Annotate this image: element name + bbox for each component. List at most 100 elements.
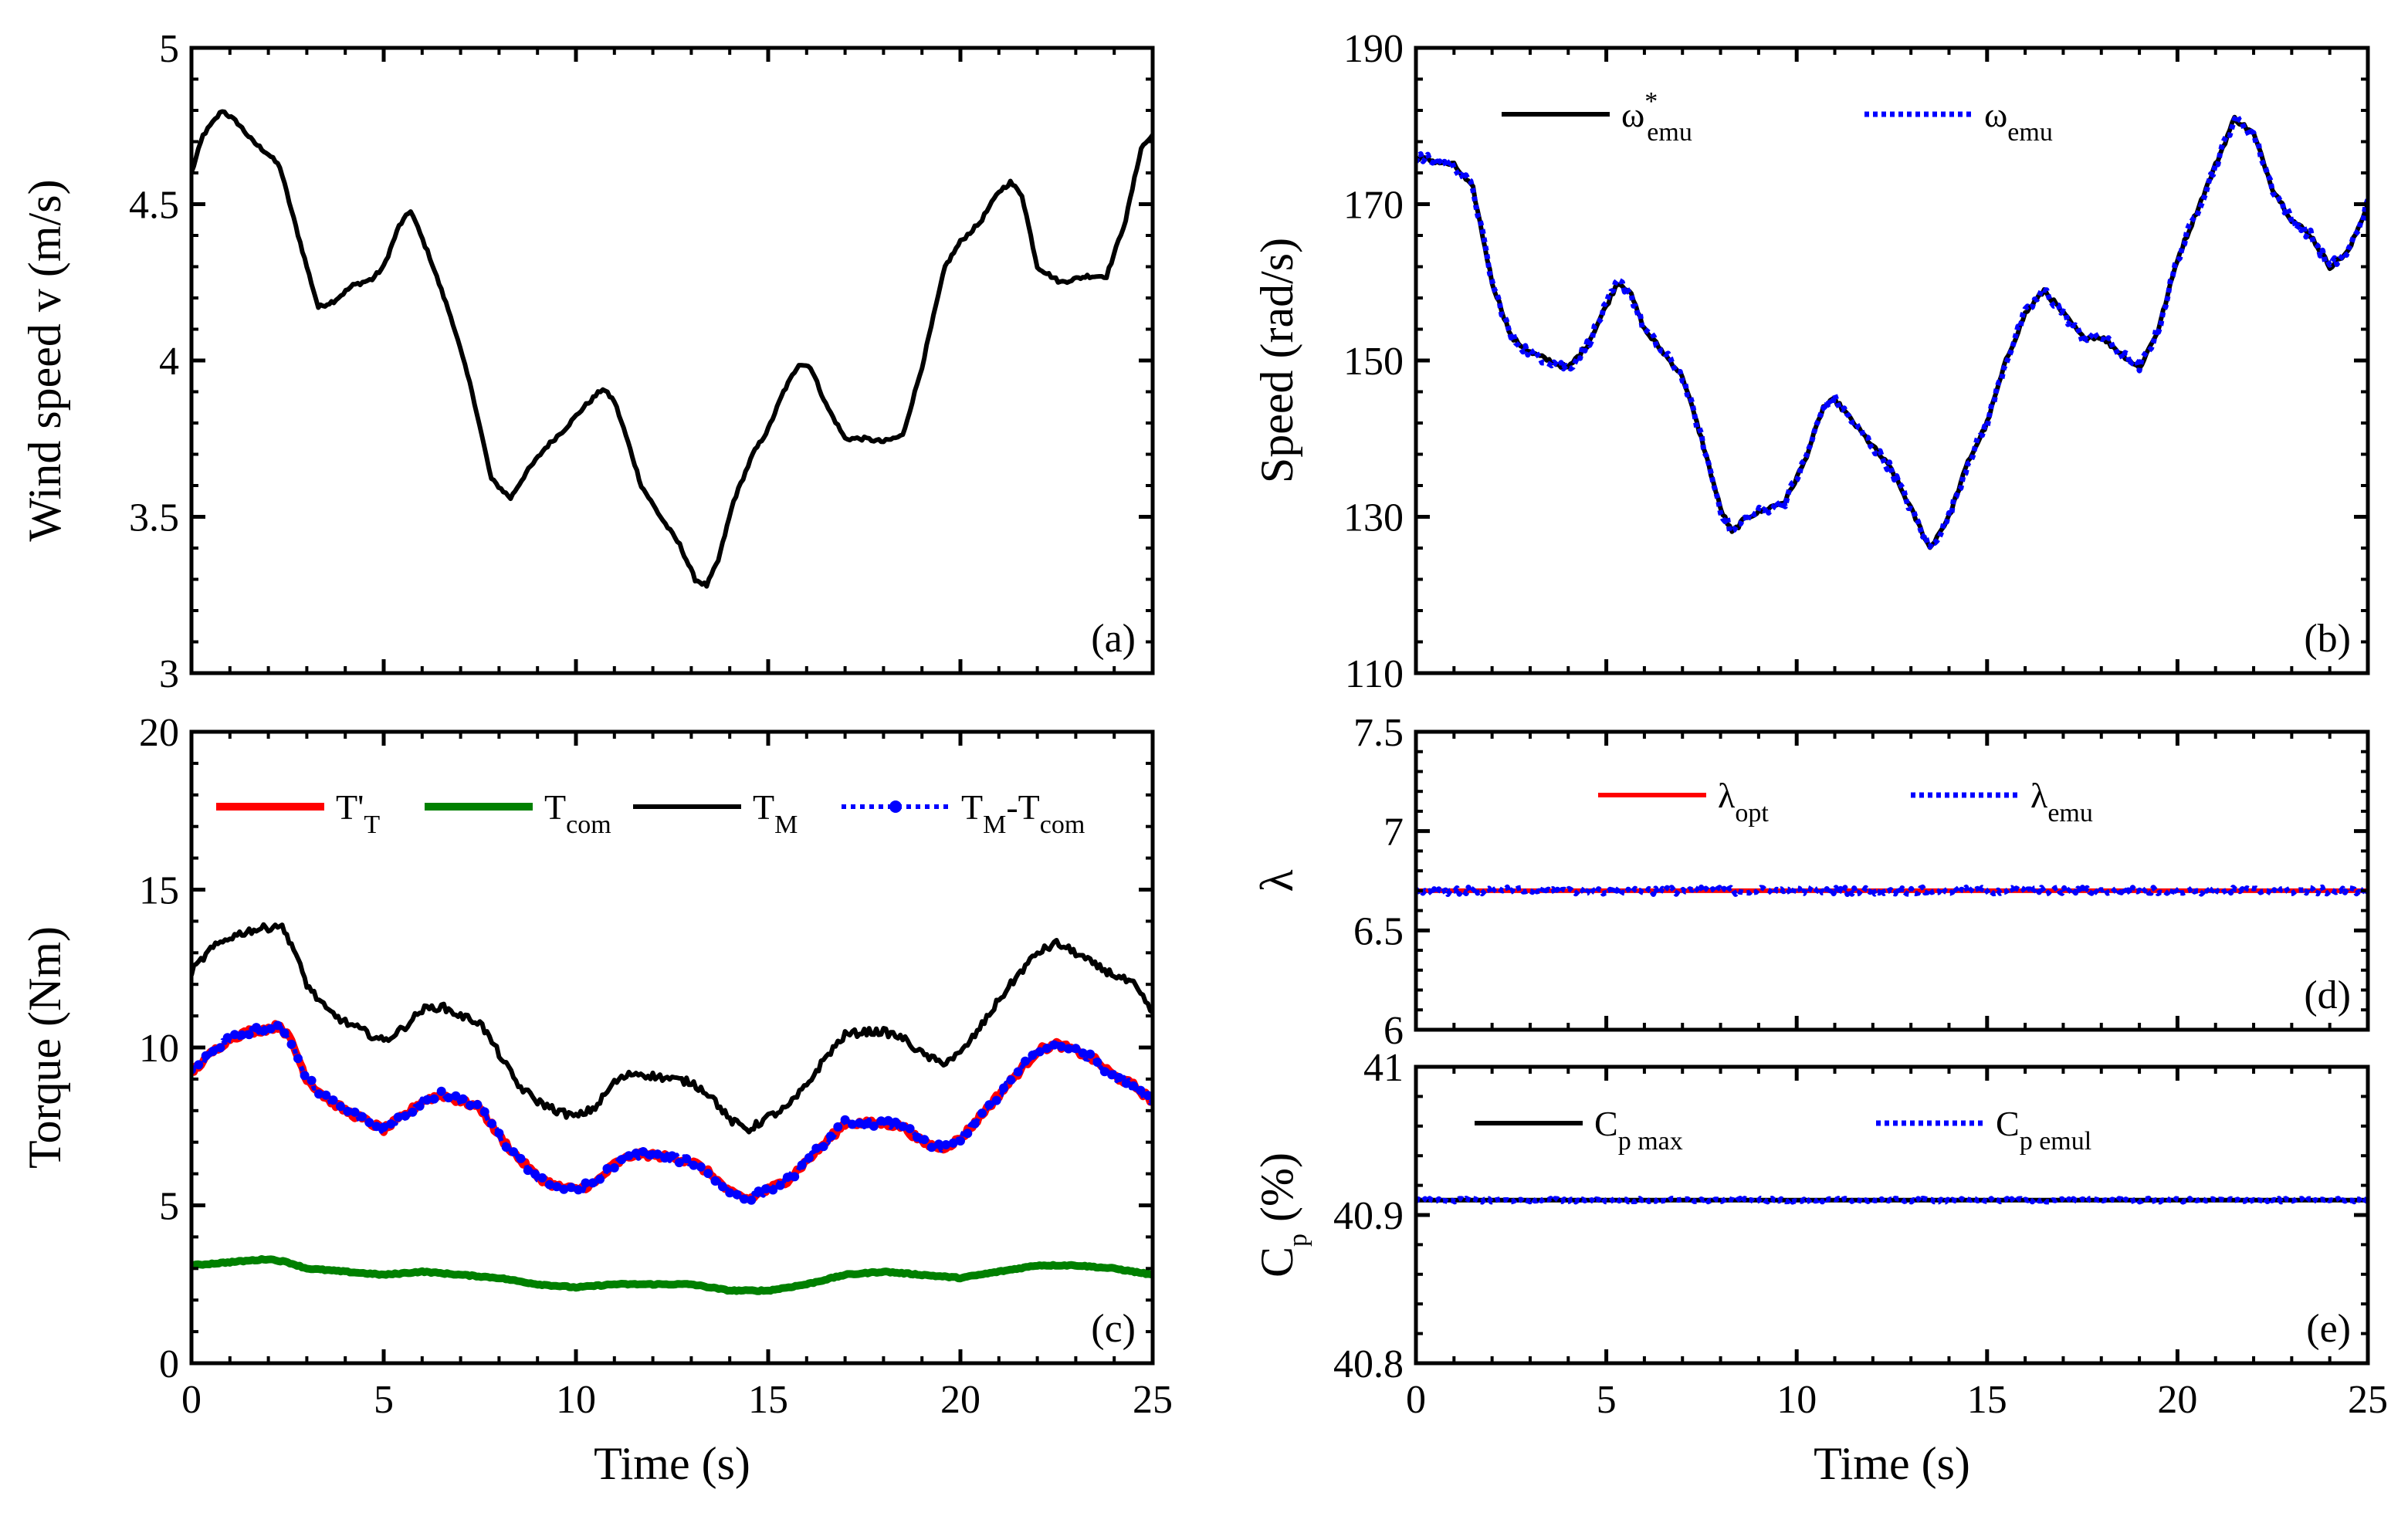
x-tick-label: 0 xyxy=(181,1378,202,1422)
series-marker xyxy=(194,1060,204,1070)
series-marker xyxy=(926,1142,936,1152)
series-marker xyxy=(429,1094,439,1104)
series-marker xyxy=(1013,1067,1023,1077)
series-marker xyxy=(1136,1085,1146,1095)
series-marker xyxy=(739,1194,749,1204)
series-marker xyxy=(855,1118,865,1128)
series-marker xyxy=(1021,1056,1030,1066)
panel-d: 6 6.5 7 7.5 λ (d) λopt λemu xyxy=(1251,711,2370,1053)
series-marker xyxy=(840,1115,850,1125)
series-marker xyxy=(1107,1070,1117,1080)
series-marker xyxy=(466,1100,475,1110)
y-tick-label: 5 xyxy=(159,1185,179,1229)
series-marker xyxy=(674,1158,684,1168)
y-tick-label: 3 xyxy=(159,652,179,696)
series-marker xyxy=(624,1151,634,1161)
series-marker xyxy=(357,1112,367,1122)
series-marker xyxy=(1143,1091,1153,1101)
series-marker xyxy=(328,1095,338,1105)
series-marker xyxy=(775,1180,785,1190)
series-marker xyxy=(379,1122,388,1132)
series-marker xyxy=(1078,1048,1088,1058)
series-marker xyxy=(1028,1051,1038,1060)
x-tick-label: 5 xyxy=(374,1378,394,1422)
series-marker xyxy=(422,1095,432,1105)
series-marker xyxy=(494,1129,504,1138)
series-marker xyxy=(1056,1041,1066,1051)
series-marker xyxy=(811,1143,821,1153)
y-tick-label: 41 xyxy=(1363,1046,1404,1090)
series-marker xyxy=(631,1149,641,1158)
x-tick-label: 20 xyxy=(940,1378,980,1422)
series-marker xyxy=(804,1152,814,1163)
series-marker xyxy=(530,1169,540,1179)
series-marker xyxy=(941,1140,951,1149)
panel-c: 0 5 10 15 20 0 5 10 15 20 25 Time (s) Torque (Nm) (c)… xyxy=(19,711,1173,1489)
series-marker xyxy=(1099,1067,1109,1077)
series-group xyxy=(191,922,1153,1295)
series-marker xyxy=(472,1100,483,1109)
y-tick-label: 20 xyxy=(139,711,179,755)
series-marker xyxy=(444,1093,453,1103)
y-axis-label: Cp (%) xyxy=(1251,1152,1312,1278)
series-marker xyxy=(286,1039,296,1049)
series-marker xyxy=(215,1043,225,1053)
panel-label: (a) xyxy=(1091,617,1136,661)
y-axis-label: Wind speed v (m/s) xyxy=(19,179,70,541)
series-marker xyxy=(833,1122,843,1132)
series-marker xyxy=(790,1172,800,1182)
legend: T'T Tcom TM TM-Tcom xyxy=(216,787,1085,839)
series-line-c-1 xyxy=(191,1255,1153,1295)
series-marker xyxy=(782,1173,792,1183)
y-axis-label: Speed (rad/s) xyxy=(1251,238,1302,483)
series-marker xyxy=(645,1150,655,1160)
y-tick-label: 0 xyxy=(159,1342,179,1386)
legend: Cp max Cp emul xyxy=(1475,1104,2091,1156)
series-marker xyxy=(999,1083,1008,1093)
series-marker xyxy=(350,1107,360,1117)
legend-label: TM xyxy=(753,787,798,839)
y-tick-label: 7 xyxy=(1383,811,1404,855)
series-marker xyxy=(1042,1044,1052,1053)
series-marker xyxy=(760,1184,770,1194)
series-marker xyxy=(1121,1078,1131,1088)
series-line-b-1 xyxy=(1416,112,2368,550)
series-marker xyxy=(609,1163,619,1173)
series-marker xyxy=(920,1135,930,1145)
x-tick-label: 15 xyxy=(1967,1378,2007,1422)
series-marker xyxy=(948,1138,958,1148)
series-marker xyxy=(862,1119,872,1129)
series-line-c-2 xyxy=(191,922,1153,1135)
series-marker xyxy=(876,1116,886,1126)
legend-label: λopt xyxy=(1718,776,1769,827)
x-tick-label: 10 xyxy=(556,1378,596,1422)
series-marker xyxy=(725,1188,735,1198)
series-marker xyxy=(689,1160,699,1170)
series-marker xyxy=(703,1169,713,1179)
series-line-a-0 xyxy=(191,109,1153,589)
series-marker xyxy=(574,1185,584,1195)
series-marker xyxy=(566,1183,576,1193)
series-marker xyxy=(1006,1075,1016,1085)
x-tick-label: 5 xyxy=(1597,1378,1617,1422)
series-marker xyxy=(768,1185,778,1195)
series-line-c-0 xyxy=(191,1020,1153,1203)
series-marker xyxy=(343,1106,353,1116)
series-marker xyxy=(581,1178,591,1188)
series-marker xyxy=(891,1117,900,1127)
axes-frame xyxy=(1414,729,2370,1032)
y-tick-label: 6 xyxy=(1383,1009,1404,1053)
series-marker xyxy=(797,1160,807,1170)
series-marker xyxy=(913,1132,922,1142)
series-marker xyxy=(660,1153,670,1163)
series-marker xyxy=(336,1102,345,1112)
series-marker xyxy=(696,1162,706,1172)
panel-label: (b) xyxy=(2304,617,2351,661)
series-marker xyxy=(415,1101,425,1111)
panel-b: 110 130 150 170 190 Speed (rad/s) (b) ω* emu ωemu xyxy=(1251,27,2370,696)
series-marker xyxy=(588,1178,598,1188)
series-marker xyxy=(825,1131,835,1141)
series-group xyxy=(191,109,1153,589)
series-marker xyxy=(1114,1073,1124,1082)
axes-frame xyxy=(1414,1064,2370,1366)
